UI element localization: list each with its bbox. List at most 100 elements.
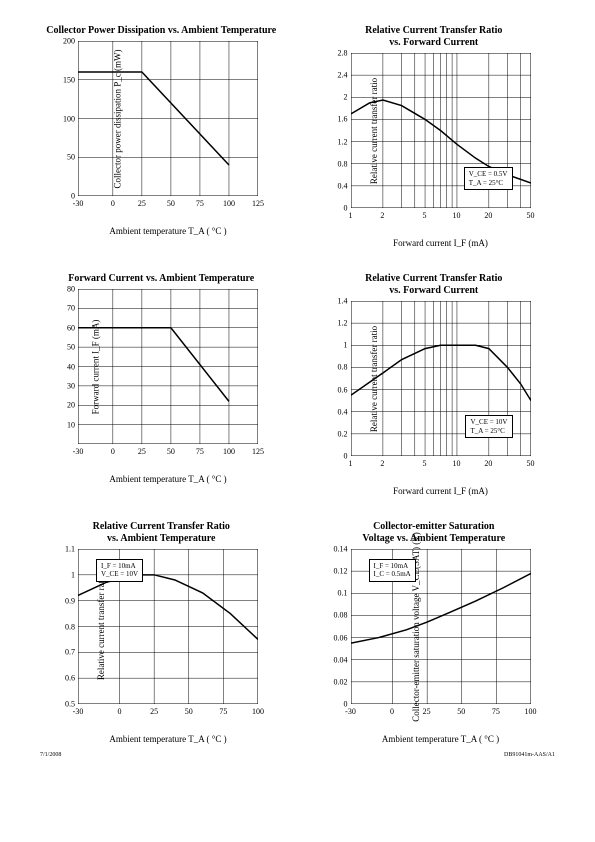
x-axis-label: Ambient temperature T_A ( °C )	[78, 734, 258, 744]
y-tick: 0	[344, 204, 348, 213]
footer-date: 7/1/2008	[40, 752, 61, 758]
y-tick: 0.1	[338, 589, 348, 598]
x-axis-label: Ambient temperature T_A ( °C )	[78, 474, 258, 484]
y-tick: 80	[67, 285, 75, 294]
y-tick: 50	[67, 153, 75, 162]
x-tick: 50	[457, 707, 465, 716]
data-line	[351, 573, 531, 643]
x-tick: 10	[452, 211, 460, 220]
chart-grid: Collector Power Dissipation vs. Ambient …	[40, 25, 555, 744]
plot-svg	[78, 41, 258, 196]
x-tick: -30	[73, 447, 84, 456]
y-tick: 1.4	[338, 297, 348, 306]
x-tick: -30	[73, 199, 84, 208]
x-tick: 75	[196, 199, 204, 208]
y-axis-label: Relative current transfer ratio	[96, 573, 106, 679]
x-tick: 2	[380, 459, 384, 468]
y-tick: 0.12	[334, 567, 348, 576]
condition-box: V_CE = 10VT_A = 25°C	[465, 415, 512, 438]
chart-4: Relative Current Transfer Ratiovs. Ambie…	[40, 521, 283, 744]
y-tick: 20	[67, 401, 75, 410]
y-tick: 150	[63, 75, 75, 84]
chart-5: Collector-emitter SaturationVoltage vs. …	[313, 521, 556, 744]
x-tick: 75	[219, 707, 227, 716]
chart-title: Forward Current vs. Ambient Temperature	[40, 273, 283, 285]
x-tick: 1	[349, 459, 353, 468]
y-tick: 0.14	[334, 545, 348, 554]
x-tick: 25	[423, 707, 431, 716]
y-tick: 70	[67, 304, 75, 313]
chart-title: Relative Current Transfer Ratiovs. Forwa…	[313, 273, 556, 297]
y-tick: 0.6	[338, 385, 348, 394]
y-tick: 1	[344, 341, 348, 350]
x-tick: 0	[390, 707, 394, 716]
x-tick: 0	[111, 447, 115, 456]
y-tick: 0.8	[338, 363, 348, 372]
x-tick: 20	[484, 459, 492, 468]
data-line	[78, 328, 229, 402]
x-tick: 100	[252, 707, 264, 716]
x-tick: 50	[527, 211, 535, 220]
y-tick: 0.4	[338, 181, 348, 190]
x-tick: 50	[167, 447, 175, 456]
y-tick: 60	[67, 323, 75, 332]
chart-title: Relative Current Transfer Ratiovs. Forwa…	[313, 25, 556, 49]
x-axis-label: Forward current I_F (mA)	[351, 238, 531, 248]
x-tick: -30	[345, 707, 356, 716]
y-tick: 1.2	[338, 137, 348, 146]
x-tick: 50	[185, 707, 193, 716]
x-tick: 5	[423, 211, 427, 220]
chart-0: Collector Power Dissipation vs. Ambient …	[40, 25, 283, 248]
condition-box: V_CE = 0.5VT_A = 25°C	[464, 167, 513, 190]
chart-title: Relative Current Transfer Ratiovs. Ambie…	[40, 521, 283, 545]
y-tick: 2.4	[338, 71, 348, 80]
x-tick: 75	[492, 707, 500, 716]
y-tick: 0.06	[334, 633, 348, 642]
y-tick: 0.02	[334, 677, 348, 686]
y-tick: 0.9	[65, 596, 75, 605]
y-tick: 200	[63, 37, 75, 46]
y-tick: 0.08	[334, 611, 348, 620]
x-tick: 50	[527, 459, 535, 468]
x-tick: 25	[150, 707, 158, 716]
y-tick: 2	[344, 93, 348, 102]
x-tick: 25	[138, 199, 146, 208]
y-tick: 0.7	[65, 648, 75, 657]
x-tick: 100	[223, 199, 235, 208]
y-tick: 0.8	[338, 159, 348, 168]
chart-3: Relative Current Transfer Ratiovs. Forwa…	[313, 273, 556, 496]
y-tick: 100	[63, 114, 75, 123]
y-tick: 0.04	[334, 655, 348, 664]
y-axis-label: Relative current transfer ratio	[369, 325, 379, 431]
x-tick: 100	[525, 707, 537, 716]
y-tick: 40	[67, 362, 75, 371]
x-tick: 125	[252, 447, 264, 456]
y-axis-label: Relative current transfer ratio	[369, 77, 379, 183]
chart-title: Collector-emitter SaturationVoltage vs. …	[313, 521, 556, 545]
chart-1: Relative Current Transfer Ratiovs. Forwa…	[313, 25, 556, 248]
x-tick: 75	[196, 447, 204, 456]
y-tick: 50	[67, 343, 75, 352]
y-tick: 0.4	[338, 407, 348, 416]
x-tick: 5	[423, 459, 427, 468]
x-axis-label: Ambient temperature T_A ( °C )	[351, 734, 531, 744]
y-tick: 1	[71, 570, 75, 579]
y-tick: 1.1	[65, 545, 75, 554]
x-tick: 25	[138, 447, 146, 456]
x-tick: 0	[118, 707, 122, 716]
chart-2: Forward Current vs. Ambient TemperatureF…	[40, 273, 283, 496]
y-tick: 0.8	[65, 622, 75, 631]
y-axis-label: Collector power dissipation P_c (mW)	[112, 49, 122, 188]
x-tick: 125	[252, 199, 264, 208]
x-axis-label: Forward current I_F (mA)	[351, 486, 531, 496]
y-tick: 10	[67, 420, 75, 429]
y-tick: 30	[67, 381, 75, 390]
y-tick: 2.8	[338, 49, 348, 58]
y-tick: 0.6	[65, 674, 75, 683]
y-tick: 1.2	[338, 319, 348, 328]
condition-box: I_F = 10mAV_CE = 10V	[96, 559, 143, 582]
x-tick: 2	[380, 211, 384, 220]
condition-box: I_F = 10mAI_C = 0.5mA	[369, 559, 416, 582]
y-tick: 0	[344, 452, 348, 461]
y-tick: 1.6	[338, 115, 348, 124]
